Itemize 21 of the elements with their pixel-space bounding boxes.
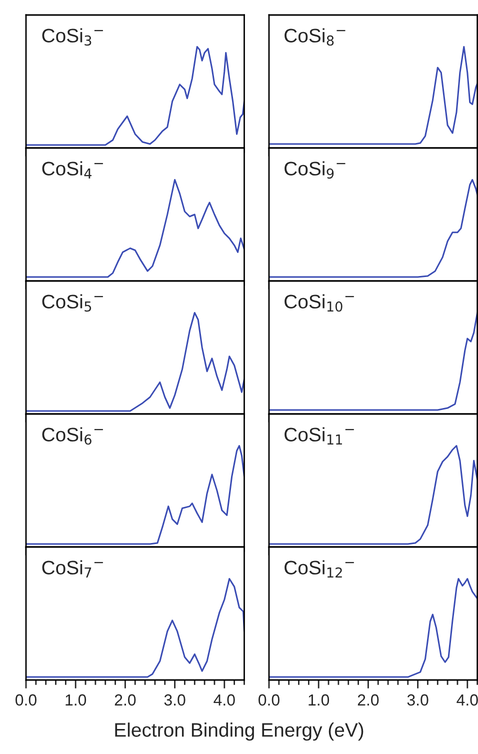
x-tick-label: 2.0: [114, 694, 136, 706]
chart-title: CoSi$_{4}$$^{−}$: [42, 161, 103, 178]
x-tick-label: 2.0: [358, 694, 379, 706]
x-tick-label: 1.0: [66, 694, 86, 706]
chart-title: CoSi$_{9}$$^{−}$: [284, 161, 346, 179]
x-tick-label: 1.0: [308, 694, 330, 706]
x-tick-label: 3.0: [407, 694, 428, 706]
x-tick-label: 0.0: [16, 694, 36, 706]
chart-title: CoSi$_{8}$$^{−}$: [284, 28, 346, 46]
chart-title: CoSi$_{6}$$^{−}$: [42, 427, 103, 445]
chart-title: CoSi$_{12}$$^{−}$: [284, 560, 354, 578]
x-tick-label: 3.0: [164, 694, 186, 706]
x-tick-label: 4.0: [214, 694, 235, 706]
x-axis-title: Electron Binding Energy (eV): [115, 722, 364, 741]
x-tick-label: 0.0: [258, 694, 280, 706]
chart-title: CoSi$_{10}$$^{−}$: [284, 294, 354, 312]
chart-title: CoSi$_{3}$$^{−}$: [42, 28, 103, 46]
x-tick-label: 4.0: [456, 694, 478, 706]
chart-title: CoSi$_{5}$$^{−}$: [42, 294, 103, 312]
chart-title: CoSi$_{11}$$^{−}$: [284, 427, 354, 444]
chart-title: CoSi$_{7}$$^{−}$: [42, 560, 103, 578]
